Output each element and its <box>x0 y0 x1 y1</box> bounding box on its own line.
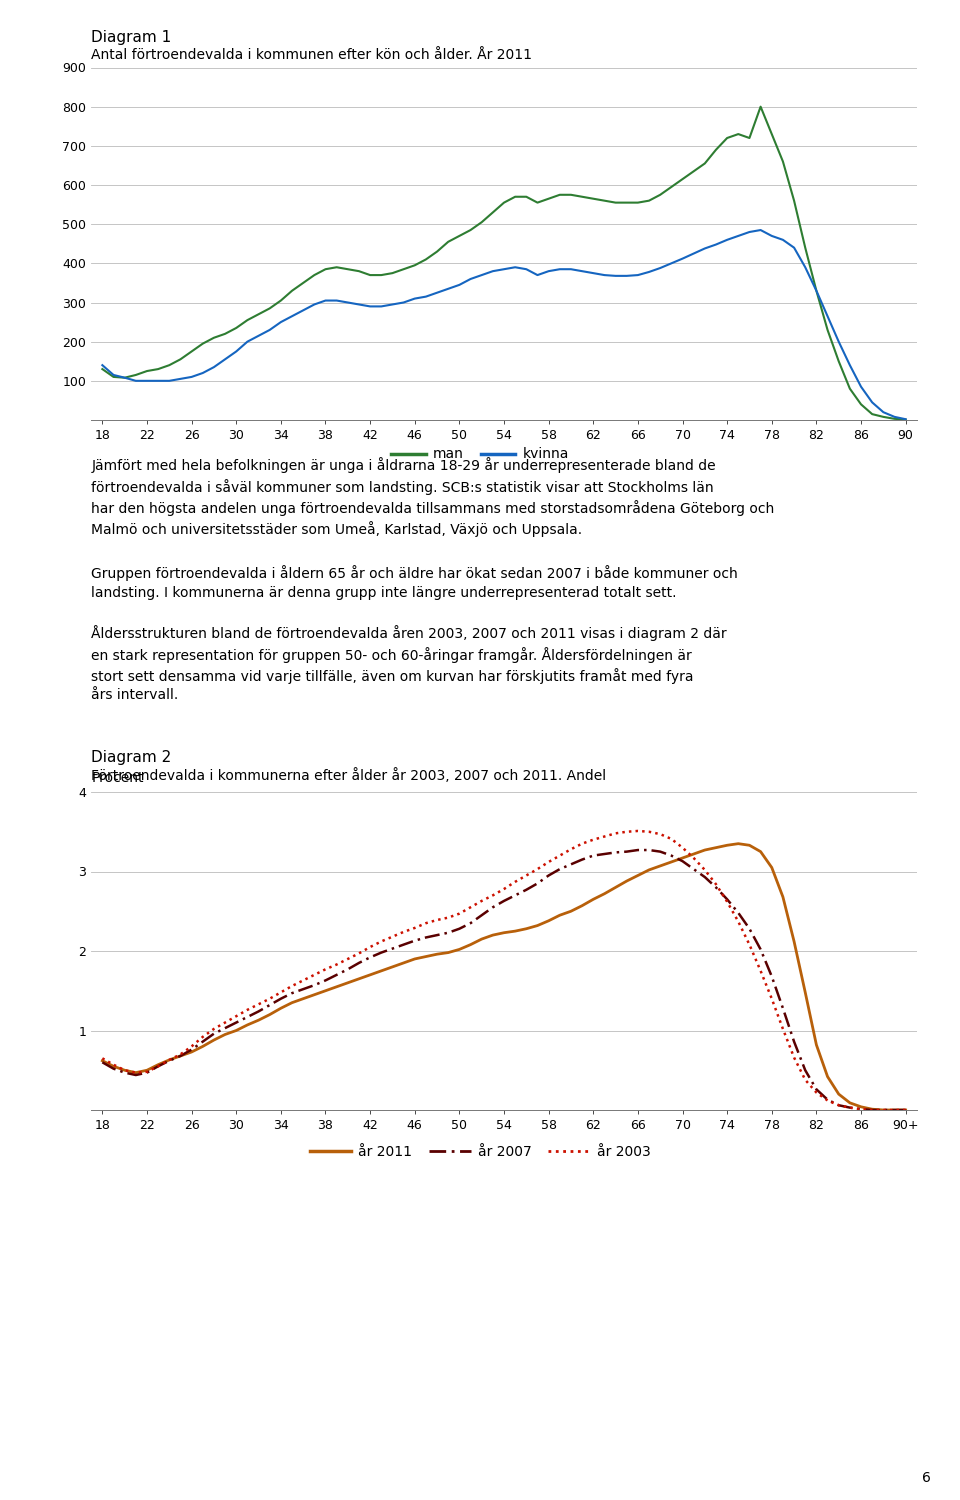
Text: Gruppen förtroendevalda i åldern 65 år och äldre har ökat sedan 2007 i både komm: Gruppen förtroendevalda i åldern 65 år o… <box>91 566 738 600</box>
Text: Diagram 1: Diagram 1 <box>91 30 172 45</box>
Text: 6: 6 <box>923 1472 931 1485</box>
Text: Diagram 2: Diagram 2 <box>91 750 172 765</box>
Text: Jämfört med hela befolkningen är unga i åldrarna 18-29 år underrepresenterade bl: Jämfört med hela befolkningen är unga i … <box>91 458 775 537</box>
Text: Procent: Procent <box>91 771 144 784</box>
Text: Förtroendevalda i kommunerna efter ålder år 2003, 2007 och 2011. Andel: Förtroendevalda i kommunerna efter ålder… <box>91 768 607 783</box>
Legend: år 2011, år 2007, år 2003: år 2011, år 2007, år 2003 <box>304 1140 656 1164</box>
Text: Antal förtroendevalda i kommunen efter kön och ålder. År 2011: Antal förtroendevalda i kommunen efter k… <box>91 48 532 62</box>
Legend: man, kvinna: man, kvinna <box>386 442 574 466</box>
Text: Åldersstrukturen bland de förtroendevalda åren 2003, 2007 och 2011 visas i diagr: Åldersstrukturen bland de förtroendevald… <box>91 626 727 702</box>
